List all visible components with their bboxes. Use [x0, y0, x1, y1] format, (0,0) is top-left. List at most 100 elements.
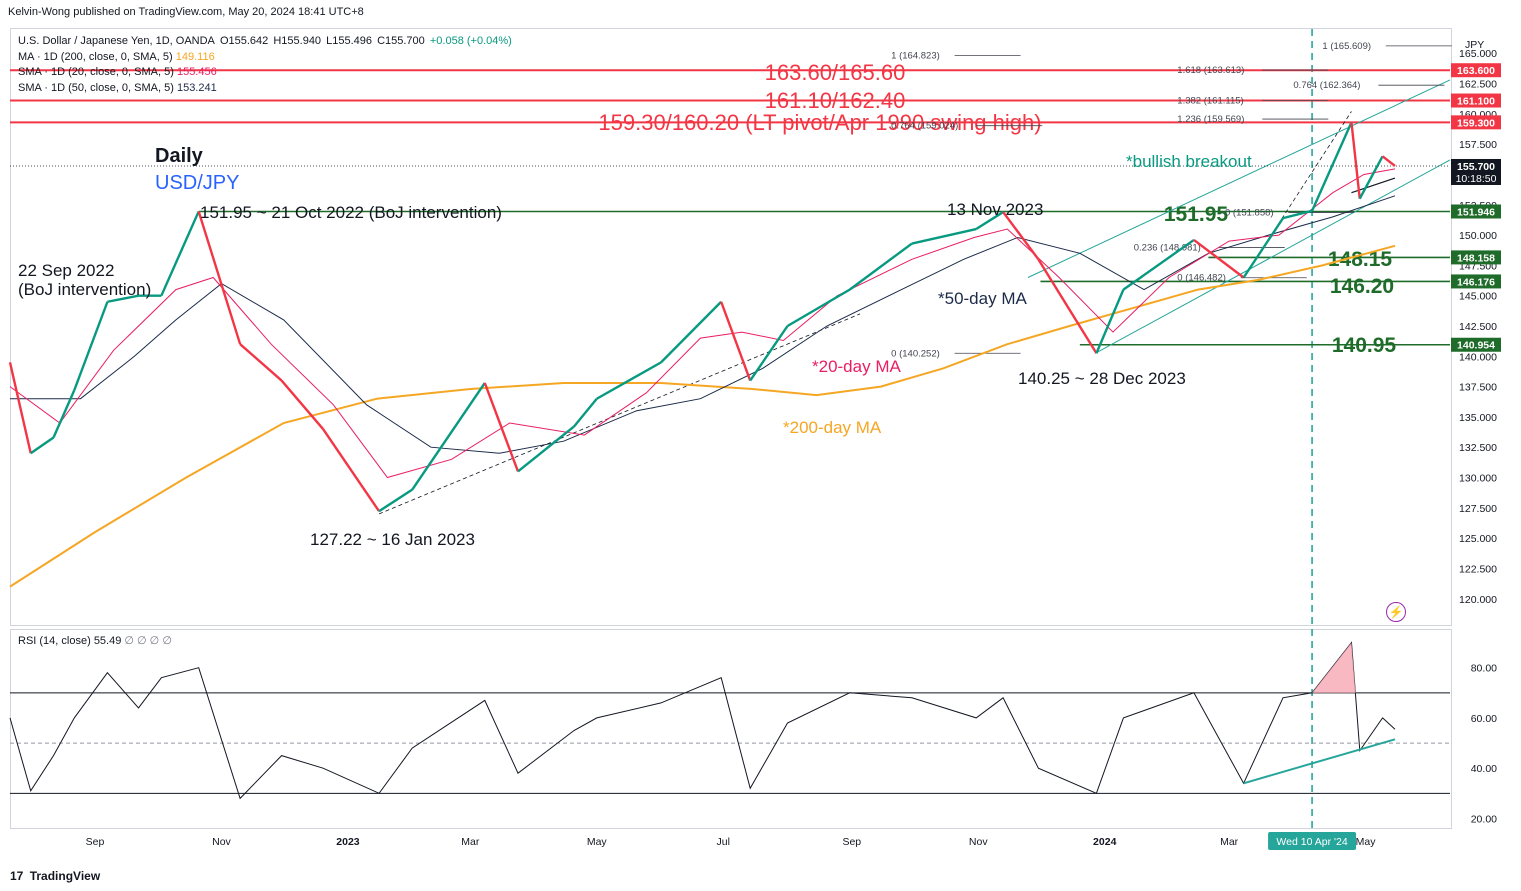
price-axis-tick-1: 122.500 [1459, 563, 1497, 575]
price-axis-tick-6: 135.000 [1459, 412, 1497, 424]
price-segment-4 [73, 301, 109, 391]
price-segment-19 [720, 301, 752, 381]
highlight-date-label: Wed 10 Apr '24 [1276, 836, 1347, 848]
rsi-extra: ∅ ∅ ∅ ∅ [124, 635, 172, 647]
price-segment-7 [160, 210, 200, 297]
price-tag-box-6 [1451, 274, 1501, 289]
rsi-axis-tick-0: 20.00 [1471, 813, 1497, 825]
sma50-label: SMA · 1D (50, close, 0, SMA, 5) [18, 81, 174, 94]
rsi-pane[interactable] [10, 629, 1452, 829]
sma20-legend[interactable]: SMA · 1D (20, close, 0, SMA, 5) 155.456 [18, 65, 514, 81]
sma50-value: 153.241 [176, 81, 217, 94]
price-axis-tick-0: 120.000 [1459, 594, 1497, 606]
price-tag-4: 151.946 [1457, 206, 1495, 218]
annotation-1: USD/JPY [155, 172, 239, 194]
annotation-10: 140.25 ~ 28 Dec 2023 [1018, 369, 1186, 388]
tradingview-footer[interactable]: 17 TradingView [10, 869, 100, 883]
price-segment-28 [1122, 238, 1195, 291]
fib-label-6: 1.382 (161.115) [1177, 95, 1243, 106]
rsi-axis-tick-3: 80.00 [1471, 663, 1497, 675]
price-segment-32 [1310, 121, 1353, 212]
price-segment-15 [517, 425, 575, 473]
price-segment-14 [483, 382, 520, 472]
rsi-axis-tick-2: 60.00 [1471, 713, 1497, 725]
sma20-label: SMA · 1D (20, close, 0, SMA, 5) [18, 66, 174, 78]
price-tag-2: 159.300 [1457, 117, 1495, 129]
channel-upper [1027, 79, 1451, 278]
x-axis-tick-8: 2024 [1093, 836, 1117, 848]
price-segment-17 [596, 361, 662, 400]
symbol-name[interactable]: U.S. Dollar / Japanese Yen, 1D, OANDA [18, 35, 215, 47]
price-tag-sub-3: 10:18:50 [1456, 173, 1497, 185]
price-axis-tick-15: 157.500 [1459, 139, 1497, 151]
annotation-0: Daily [155, 145, 204, 167]
price-axis-tick-5: 132.500 [1459, 442, 1497, 454]
price-axis-tick-17: 162.500 [1459, 79, 1497, 91]
currency-label: JPY [1465, 39, 1484, 51]
channel-lower [1096, 159, 1451, 354]
fib-label-3: 1 (165.609) [1322, 41, 1371, 52]
x-axis-tick-0: Sep [86, 836, 105, 848]
support-label-1: 148.15 [1328, 248, 1393, 271]
resistance-label-2: 159.30/160.20 (LT pivot/Apr 1990 swing h… [598, 110, 1041, 135]
price-tag-7: 140.954 [1457, 340, 1495, 352]
uptrend-line-2024 [1243, 111, 1352, 278]
x-axis-tick-5: Jul [717, 836, 730, 848]
price-axis-tick-9: 142.500 [1459, 321, 1497, 333]
price-tag-6: 146.176 [1457, 276, 1495, 288]
x-axis-tick-3: Mar [461, 836, 480, 848]
ohlc-open: O155.642 [219, 35, 269, 47]
x-axis-tick-9: Mar [1220, 836, 1239, 848]
ohlc-low: L155.496 [326, 35, 373, 47]
tradingview-logo-icon: 17 [10, 869, 24, 883]
rsi-value: 55.49 [93, 635, 122, 647]
price-tag-box-1 [1451, 93, 1501, 108]
x-axis-tick-10: May [1356, 836, 1377, 848]
annotation-3: 22 Sep 2022 [18, 261, 114, 280]
annotation-4: (BoJ intervention) [18, 280, 151, 299]
rsi-support-trendline [1243, 738, 1396, 785]
price-tag-5: 148.158 [1457, 252, 1495, 264]
support-label-3: 140.95 [1332, 334, 1397, 357]
fib-label-9: 0.236 (148.981) [1134, 242, 1201, 253]
annotation-7: *50-day MA [938, 289, 1027, 308]
price-tag-1: 161.100 [1457, 96, 1495, 108]
x-axis-tick-6: Sep [842, 836, 861, 848]
ohlc-close: C155.700 [377, 35, 425, 47]
uptrend-line-2023 [378, 313, 861, 515]
fib-label-1: 0.764 (159.024) [891, 121, 958, 132]
price-tag-box-4 [1451, 204, 1501, 219]
fib-label-2: 0 (140.252) [891, 348, 940, 359]
price-axis-tick-4: 130.000 [1459, 473, 1497, 485]
resistance-label-0: 163.60/165.60 [765, 60, 906, 85]
x-axis-tick-4: May [587, 836, 608, 848]
price-segment-16 [573, 397, 598, 428]
lightning-icon[interactable]: ⚡ [1386, 602, 1406, 622]
rsi-axis-tick-1: 40.00 [1471, 763, 1497, 775]
sma20-value: 155.456 [176, 66, 217, 78]
price-segment-20 [749, 325, 789, 382]
price-segment-35 [1381, 155, 1396, 167]
ma20-line [9, 168, 1396, 479]
rsi-overbought-fill [1312, 642, 1356, 693]
x-axis-tick-1: Nov [212, 836, 231, 848]
fib-label-8: 0 (151.858) [1225, 208, 1274, 219]
rsi-legend[interactable]: RSI (14, close) 55.49 ∅ ∅ ∅ ∅ [18, 634, 172, 647]
annotation-5: 13 Nov 2023 [947, 200, 1043, 219]
price-tag-3: 155.700 [1457, 161, 1495, 173]
price-segment-11 [322, 428, 381, 512]
price-tag-box-2 [1451, 115, 1501, 130]
ma200-legend[interactable]: MA · 1D (200, close, 0, SMA, 5) 149.116 [18, 50, 514, 66]
ma50-line [10, 195, 1396, 454]
price-pane[interactable] [10, 28, 1452, 626]
price-segment-3 [52, 389, 76, 439]
resistance-label-1: 161.10/162.40 [765, 88, 906, 113]
price-axis-tick-18: 165.000 [1459, 48, 1497, 60]
annotation-9: *200-day MA [783, 418, 882, 437]
price-axis-tick-10: 145.000 [1459, 291, 1497, 303]
price-segment-30 [1242, 217, 1285, 279]
price-segment-23 [911, 227, 977, 245]
sma50-legend[interactable]: SMA · 1D (50, close, 0, SMA, 5) 153.241 [18, 81, 514, 97]
x-axis-tick-2: 2023 [336, 836, 360, 848]
